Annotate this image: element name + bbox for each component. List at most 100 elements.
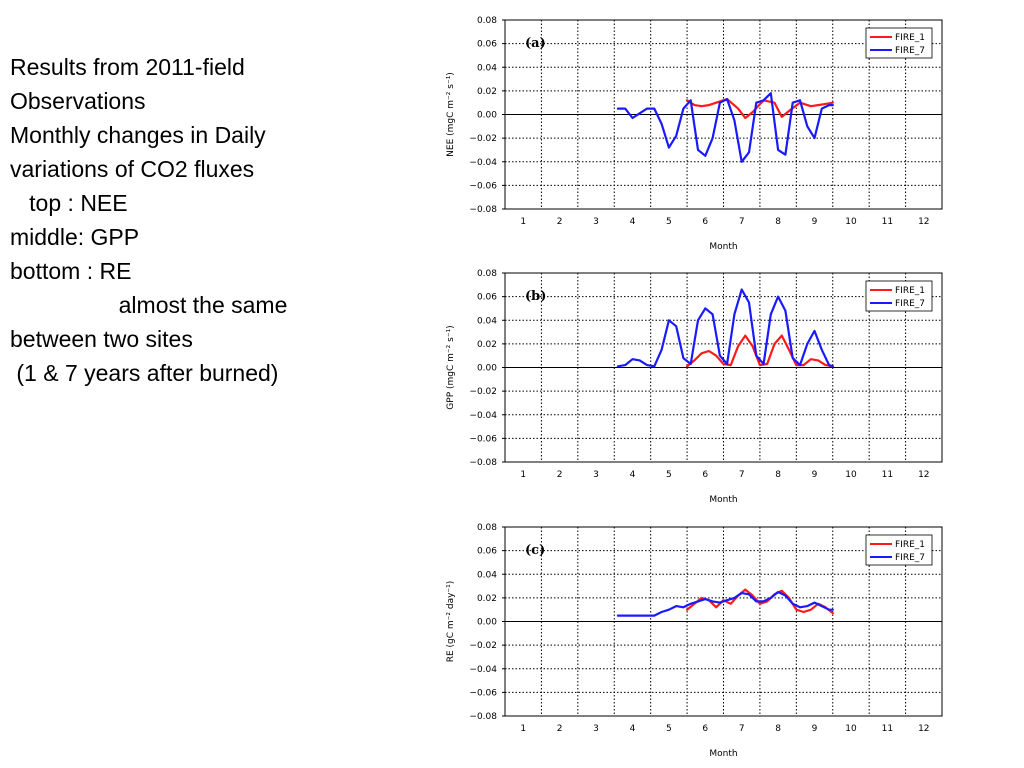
y-tick-label: −0.08 bbox=[469, 712, 497, 722]
y-tick-label: 0.06 bbox=[477, 293, 497, 303]
y-tick-label: 0.00 bbox=[477, 618, 497, 628]
y-tick-label: −0.08 bbox=[469, 458, 497, 468]
series-line-fire-7 bbox=[616, 288, 834, 368]
x-tick-label: 1 bbox=[520, 470, 526, 480]
x-tick-label: 9 bbox=[812, 470, 818, 480]
x-tick-label: 11 bbox=[882, 470, 893, 480]
x-tick-label: 4 bbox=[630, 217, 636, 227]
text-line: variations of CO2 fluxes bbox=[10, 156, 255, 182]
x-tick-label: 1 bbox=[520, 217, 526, 227]
legend-label: FIRE_7 bbox=[895, 46, 925, 56]
text-line: (1 & 7 years after burned) bbox=[10, 360, 279, 386]
y-tick-label: 0.00 bbox=[477, 364, 497, 374]
x-tick-label: 2 bbox=[557, 217, 563, 227]
y-tick-label: −0.02 bbox=[469, 387, 497, 397]
x-tick-label: 4 bbox=[630, 724, 636, 734]
y-tick-label: −0.02 bbox=[469, 134, 497, 144]
x-tick-label: 9 bbox=[812, 724, 818, 734]
text-line: Results from 2011-field bbox=[10, 54, 245, 80]
legend-label: FIRE_7 bbox=[895, 299, 925, 309]
plot-frame bbox=[504, 272, 943, 463]
x-tick-label: 5 bbox=[666, 470, 672, 480]
text-line: almost the same bbox=[10, 292, 288, 318]
x-tick-label: 7 bbox=[739, 724, 745, 734]
legend-label: FIRE_1 bbox=[895, 540, 925, 550]
text-line: bottom : RE bbox=[10, 258, 132, 284]
x-axis-label: Month bbox=[709, 242, 737, 252]
y-axis-label: GPP (mgC m⁻² s⁻¹) bbox=[446, 325, 456, 409]
text-line: Observations bbox=[10, 88, 146, 114]
x-axis-label: Month bbox=[709, 749, 737, 759]
chart-panel-2: 0.08 0.06 0.04 0.02 0.00 −0.02 −0.04 −0.06 −0.08… bbox=[446, 269, 943, 505]
y-tick-label: 0.06 bbox=[477, 40, 497, 50]
plot-frame bbox=[504, 19, 943, 210]
y-tick-label: 0.08 bbox=[477, 523, 497, 533]
x-tick-label: 6 bbox=[702, 470, 708, 480]
chart-panel-3: 0.08 0.06 0.04 0.02 0.00 −0.02 −0.04 −0.06 −0.08… bbox=[446, 523, 943, 759]
x-tick-label: 10 bbox=[845, 470, 857, 480]
x-tick-label: 9 bbox=[812, 217, 818, 227]
y-tick-label: −0.06 bbox=[469, 434, 497, 444]
y-axis-label: RE (gC m⁻² day⁻¹) bbox=[446, 581, 456, 663]
plot-frame bbox=[504, 526, 943, 717]
x-tick-label: 8 bbox=[775, 470, 781, 480]
x-tick-label: 3 bbox=[593, 724, 599, 734]
y-tick-label: −0.04 bbox=[469, 158, 497, 168]
x-tick-label: 12 bbox=[918, 470, 929, 480]
y-tick-label: 0.06 bbox=[477, 547, 497, 557]
text-line: top : NEE bbox=[10, 190, 128, 216]
text-line: Monthly changes in Daily bbox=[10, 122, 266, 148]
series-line-fire-1 bbox=[685, 588, 834, 615]
panel-label: (c) bbox=[525, 543, 545, 558]
y-tick-label: 0.02 bbox=[477, 340, 497, 350]
text-line: between two sites bbox=[10, 326, 193, 352]
y-tick-label: 0.00 bbox=[477, 111, 497, 121]
text-line: middle: GPP bbox=[10, 224, 140, 250]
y-tick-label: −0.02 bbox=[469, 641, 497, 651]
legend-label: FIRE_1 bbox=[895, 286, 925, 296]
x-tick-label: 5 bbox=[666, 724, 672, 734]
legend-label: FIRE_1 bbox=[895, 33, 925, 43]
x-tick-label: 2 bbox=[557, 470, 563, 480]
legend-box bbox=[865, 27, 933, 59]
slide-text: Results from 2011-field Observations Mon… bbox=[10, 50, 410, 390]
panel-label: (b) bbox=[525, 289, 546, 304]
x-tick-label: 10 bbox=[845, 217, 857, 227]
x-tick-label: 6 bbox=[702, 217, 708, 227]
x-tick-label: 8 bbox=[775, 724, 781, 734]
series-line-fire-7 bbox=[616, 92, 834, 163]
y-tick-label: 0.04 bbox=[477, 63, 497, 73]
x-tick-label: 12 bbox=[918, 724, 929, 734]
x-tick-label: 11 bbox=[882, 217, 893, 227]
series-line-fire-1 bbox=[685, 334, 834, 368]
y-tick-label: −0.06 bbox=[469, 181, 497, 191]
x-tick-label: 7 bbox=[739, 217, 745, 227]
panel-label: (a) bbox=[525, 36, 546, 51]
y-tick-label: 0.04 bbox=[477, 316, 497, 326]
series-line-fire-1 bbox=[685, 97, 834, 120]
x-tick-label: 4 bbox=[630, 470, 636, 480]
x-tick-label: 8 bbox=[775, 217, 781, 227]
y-tick-label: −0.08 bbox=[469, 205, 497, 215]
y-tick-label: 0.08 bbox=[477, 269, 497, 279]
legend-box bbox=[865, 280, 933, 312]
series-line-fire-7 bbox=[616, 590, 834, 617]
x-tick-label: 6 bbox=[702, 724, 708, 734]
chart-panel-1: 0.08 0.06 0.04 0.02 0.00 −0.02 −0.04 −0.06 −0.08… bbox=[446, 16, 943, 252]
x-tick-label: 10 bbox=[845, 724, 857, 734]
x-tick-label: 5 bbox=[666, 217, 672, 227]
y-tick-label: 0.02 bbox=[477, 87, 497, 97]
y-tick-label: 0.04 bbox=[477, 570, 497, 580]
legend-box bbox=[865, 534, 933, 566]
y-axis-label: NEE (mgC m⁻² s⁻¹) bbox=[446, 72, 456, 157]
x-tick-label: 7 bbox=[739, 470, 745, 480]
legend-label: FIRE_7 bbox=[895, 553, 925, 563]
x-tick-label: 2 bbox=[557, 724, 563, 734]
y-tick-label: −0.04 bbox=[469, 665, 497, 675]
x-tick-label: 1 bbox=[520, 724, 526, 734]
y-tick-label: −0.04 bbox=[469, 411, 497, 421]
y-tick-label: 0.02 bbox=[477, 594, 497, 604]
x-tick-label: 3 bbox=[593, 470, 599, 480]
x-axis-label: Month bbox=[709, 495, 737, 505]
